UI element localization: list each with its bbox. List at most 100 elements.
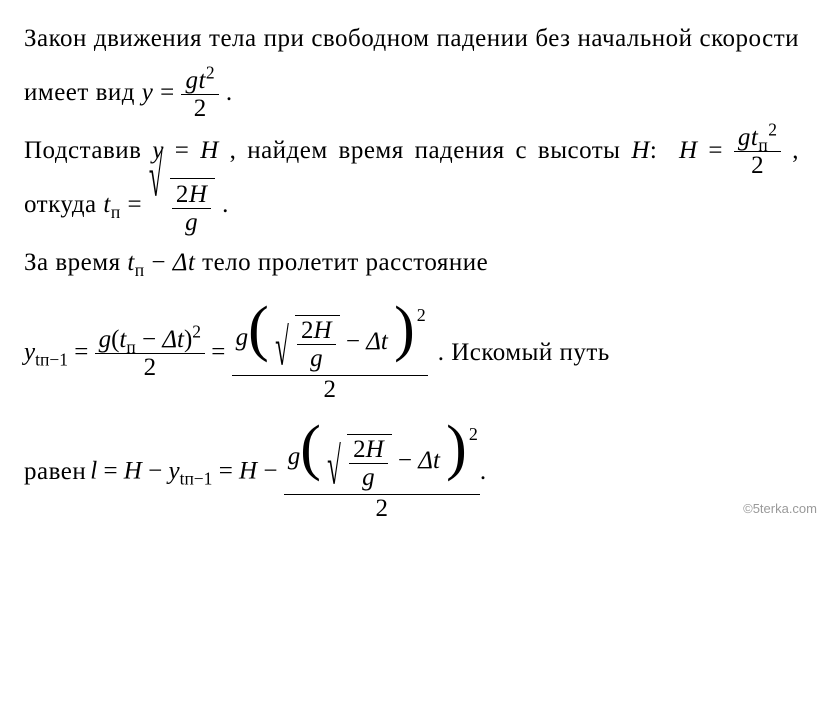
math-exponent: 2 [206,62,215,82]
math-minus: − [398,447,418,474]
text-run: тело пролетит расстояние [202,249,488,276]
paragraph-3: За время tп − Δt тело пролетит расстояни… [24,239,799,287]
radicand: 2H g [295,315,340,371]
equation-l-result: равен l = H − ytп−1 = H − g ( √ [24,424,799,521]
equation-y-eq-gt2-2: y = gt2 2 [142,79,226,106]
colon: : [650,137,679,164]
text-run: За время [24,249,127,276]
math-var-y: y [142,79,154,106]
text-run: . [222,191,229,218]
equation-y-eq-H: y = H [152,137,229,164]
math-var-t: t [103,191,110,218]
math-var-H: H [200,137,219,164]
fraction: gt2 2 [181,68,219,121]
math-equals: = [103,457,123,484]
math-equals: = [211,338,225,365]
fraction: 2H g [172,182,212,235]
paren-expression: g ( √ 2H g − [288,424,476,490]
math-subscript: п [126,337,135,357]
radicand: 2H g [347,434,392,490]
math-var-g: g [99,326,112,353]
math-var-g: g [185,67,198,94]
equation-lhs: ytп−1 = g(tп − Δt)2 2 = g ( √ [24,305,428,402]
text-run: Подставив [24,137,152,164]
left-paren: ( [300,424,321,474]
math-denominator: 2 [734,152,782,178]
watermark-label: ©5terka.com [743,501,817,516]
math-var-g: g [310,345,323,372]
paragraph-2: Подставив y = H , найдем время падения с… [24,125,799,236]
math-delta-t: Δt [162,326,184,353]
radical-sign: √ [275,323,289,376]
math-denominator: 2 [284,495,480,521]
right-paren: ) [446,424,467,474]
math-denominator: 2 [181,95,219,121]
text-run: . [226,79,233,106]
fraction-big: g ( √ 2H g − [232,305,428,402]
math-num: 2 [353,436,366,463]
math-equals: = [74,338,88,365]
square-root: √ 2H g [149,178,216,235]
math-delta-t: Δt [366,328,388,355]
text-run: . [480,458,487,486]
square-root: √ 2H g [327,434,392,490]
radicand: 2H g [170,178,216,235]
math-minus: − [346,328,366,355]
math-var-g: g [185,209,198,236]
math-num: 2 [176,181,189,208]
math-var-y: y [168,457,179,484]
math-var-H: H [239,457,257,484]
math-exponent: 2 [417,305,426,325]
math-denominator: 2 [95,354,205,380]
math-var-H: H [124,457,142,484]
math-subscript: п [135,260,145,280]
math-subscript: tп−1 [35,349,68,369]
right-paren: ) [394,305,415,355]
equation-H-eq-gtp2-2: H = gtп2 2 [679,137,792,164]
math-var-t: t [127,249,134,276]
text-run: , найдем время падения с высоты [230,137,632,164]
square-root: √ 2H g [275,315,340,371]
math-var-g: g [362,464,375,491]
math-var-y: y [24,338,35,365]
text-run: равен [24,458,86,486]
math-equals: = [219,457,239,484]
fraction: 2H g [349,437,388,490]
math-delta-t: Δt [173,249,196,276]
math-exponent: 2 [469,424,478,444]
math-var-H: H [631,137,650,164]
left-paren: ( [248,305,269,355]
expression-tp-minus-dt: tп − Δt [127,249,202,276]
fraction-big: g ( √ 2H g − [284,424,480,521]
math-subscript: п [111,202,121,222]
math-var-H: H [366,436,384,463]
math-delta-t: Δt [418,447,440,474]
fraction: gtп2 2 [734,125,782,178]
text-run: . Искомый путь [438,339,610,367]
math-denominator: 2 [232,376,428,402]
equation-tp-eq-sqrt: tп = √ 2H g [103,191,222,218]
math-var-H: H [189,181,208,208]
math-var-g: g [236,325,249,350]
math-var-g: g [288,444,301,469]
math-minus: − [148,457,168,484]
radical-sign: √ [327,442,341,495]
math-var-H: H [679,137,698,164]
math-var-t: t [198,67,205,94]
math-subscript: tп−1 [180,468,213,488]
math-equals: = [175,137,200,164]
math-exponent: 2 [768,120,777,140]
equation-y-sub-expansion: ytп−1 = g(tп − Δt)2 2 = g ( √ [24,305,799,402]
math-num: 2 [301,317,314,344]
math-equals: = [127,191,148,218]
text-run: Закон движения тела при свободном падени… [24,25,799,106]
math-minus: − [151,249,166,276]
math-exponent: 2 [192,321,201,341]
math-equals: = [160,79,181,106]
math-var-l: l [90,457,97,484]
math-equals: = [708,137,733,164]
fraction: g(tп − Δt)2 2 [95,327,205,380]
math-var-g: g [738,124,751,151]
paragraph-1: Закон движения тела при свободном падени… [24,12,799,121]
paren-expression: g ( √ 2H g − [236,305,424,371]
